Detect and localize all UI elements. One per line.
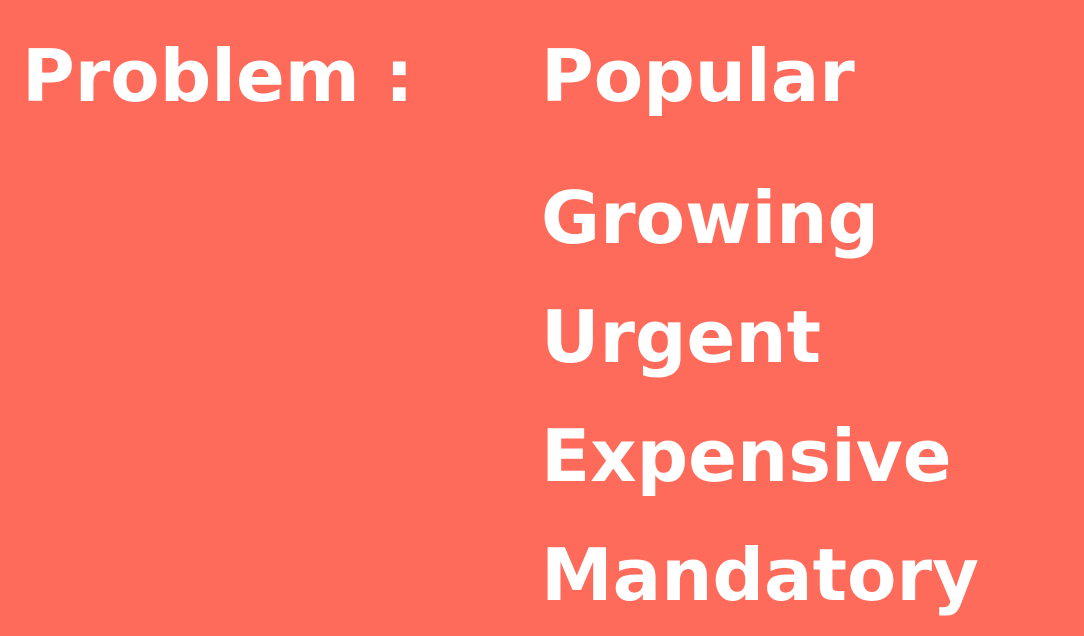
attribute-item: Urgent [541,295,822,379]
attribute-item: Mandatory [541,533,979,617]
attribute-item: Expensive [541,414,952,498]
problem-label: Problem : [22,34,414,118]
attribute-item: Popular [541,34,855,118]
attribute-item: Growing [541,176,880,260]
problem-attributes-list: Popular Growing Urgent Expensive Mandato… [541,40,979,635]
